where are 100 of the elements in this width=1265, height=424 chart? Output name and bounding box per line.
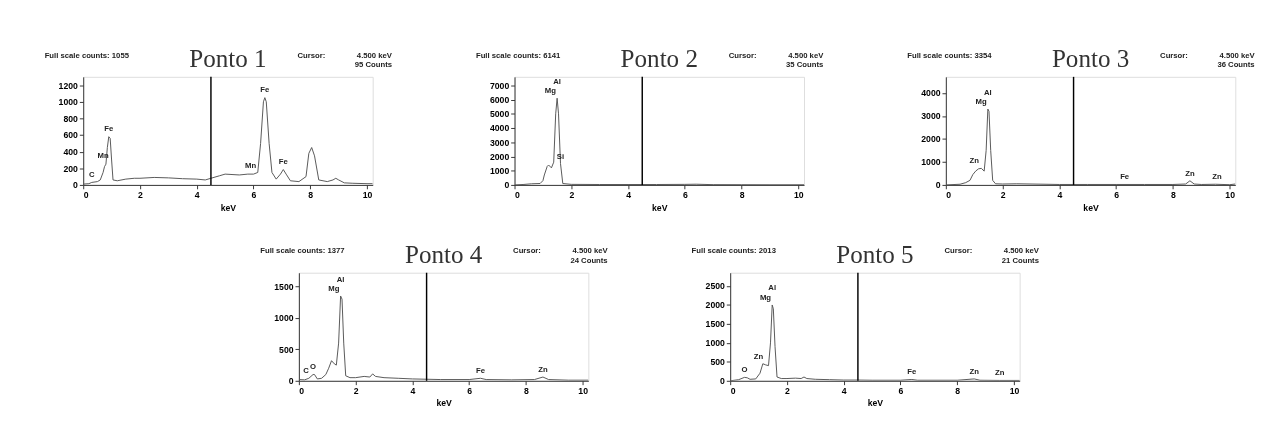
text: Full scale counts: 1055 — [44, 50, 130, 60]
x-tick-label: 8 — [739, 189, 745, 200]
chart-title: Ponto 1 — [189, 45, 267, 73]
y-tick-label: 6000 — [489, 94, 510, 105]
text: 95 Counts — [354, 60, 392, 70]
y-tick-label: 1000 — [705, 338, 726, 349]
x-tick-label: 4 — [194, 189, 200, 200]
text: Cursor: — [1160, 50, 1188, 60]
x-tick-label: 2 — [1000, 189, 1006, 200]
y-tick-label: 600 — [63, 130, 79, 141]
x-tick-label: 10 — [1225, 189, 1236, 200]
annotation: Zn — [969, 366, 980, 376]
y-tick-label: 0 — [935, 180, 941, 191]
text: 4.500 keV — [1003, 246, 1040, 256]
x-tick-label: 8 — [1170, 189, 1176, 200]
y-tick-label: 2000 — [489, 151, 510, 162]
y-tick-label: 1000 — [921, 157, 941, 168]
x-tick-label: 2 — [138, 189, 144, 200]
annotation: Al — [984, 87, 992, 97]
annotation: Fe — [476, 365, 486, 375]
annotation: Fe — [278, 157, 289, 167]
x-tick-label: 10 — [1009, 385, 1020, 396]
y-tick-label: 500 — [279, 344, 294, 355]
annotation: Al — [553, 76, 561, 86]
y-tick-label: 1200 — [58, 80, 79, 91]
y-tick-label: 400 — [63, 147, 79, 158]
annotation: C — [303, 366, 310, 376]
x-tick-label: 0 — [946, 189, 952, 200]
annotation: Zn — [1212, 172, 1222, 182]
text: 35 Counts — [786, 60, 824, 70]
annotation: Si — [556, 151, 565, 161]
annotation: Al — [768, 283, 777, 293]
chart-title: Ponto 4 — [404, 241, 483, 269]
text: Full scale counts: 1377 — [260, 246, 345, 256]
y-tick-label: 500 — [710, 357, 726, 368]
annotation: Fe — [907, 367, 918, 377]
x-axis-title: keV — [436, 398, 453, 409]
y-tick-label: 3000 — [489, 137, 510, 148]
x-tick-label: 10 — [793, 189, 804, 200]
text: Cursor: — [728, 50, 757, 60]
annotation: Zn — [969, 155, 980, 165]
annotation: Al — [336, 274, 345, 284]
annotation: Zn — [538, 364, 548, 374]
y-tick-label: 200 — [63, 163, 79, 174]
annotation: Zn — [753, 351, 764, 361]
x-tick-label: 2 — [569, 189, 575, 200]
x-tick-label: 6 — [898, 385, 904, 396]
annotation: O — [741, 365, 748, 375]
y-tick-label: 2000 — [705, 300, 726, 311]
x-tick-label: 0 — [83, 189, 89, 200]
y-tick-label: 3000 — [921, 111, 941, 122]
annotation: Mg — [328, 284, 340, 294]
y-tick-label: 0 — [720, 376, 726, 387]
y-tick-label: 800 — [63, 113, 79, 124]
x-tick-label: 8 — [955, 385, 961, 396]
annotation: Mg — [544, 86, 557, 96]
annotation: C — [88, 169, 95, 179]
text: 4.500 keV — [1219, 50, 1256, 60]
y-tick-label: 4000 — [489, 123, 510, 134]
x-tick-label: 6 — [251, 189, 257, 200]
annotation: Fe — [104, 124, 114, 134]
y-tick-label: 1000 — [58, 97, 79, 108]
chart-title: Ponto 2 — [620, 45, 698, 73]
y-tick-label: 0 — [73, 180, 79, 191]
y-tick-label: 1500 — [705, 319, 726, 330]
annotation: Mn — [245, 161, 257, 171]
x-tick-label: 6 — [467, 385, 473, 396]
x-axis-title: keV — [867, 398, 884, 409]
text: 4.500 keV — [572, 246, 609, 256]
x-tick-label: 10 — [362, 189, 373, 200]
text: 4.500 keV — [356, 50, 393, 60]
x-tick-label: 4 — [410, 385, 416, 396]
x-tick-label: 0 — [730, 385, 736, 396]
x-tick-label: 4 — [1057, 189, 1063, 200]
chart-title: Ponto 3 — [1051, 45, 1130, 73]
x-tick-label: 10 — [578, 385, 589, 396]
text: Full scale counts: 2013 — [691, 246, 776, 256]
text: 21 Counts — [1001, 256, 1039, 266]
y-tick-label: 1500 — [274, 281, 294, 292]
annotation: Fe — [1120, 172, 1130, 182]
y-tick-label: 5000 — [489, 109, 510, 120]
annotation: Zn — [995, 368, 1005, 378]
y-tick-label: 1000 — [489, 166, 510, 177]
y-tick-label: 1000 — [274, 313, 294, 324]
x-tick-label: 2 — [353, 385, 359, 396]
text: Full scale counts: 6141 — [475, 50, 561, 60]
x-axis-title: keV — [652, 202, 668, 213]
annotation: Mg — [975, 97, 987, 107]
y-tick-label: 0 — [504, 180, 510, 191]
annotation: Mg — [759, 293, 772, 303]
x-tick-label: 0 — [299, 385, 305, 396]
text: 4.500 keV — [788, 50, 825, 60]
y-tick-label: 0 — [288, 376, 294, 387]
annotation: Fe — [260, 84, 271, 94]
annotation: Mn — [97, 151, 109, 161]
y-tick-label: 4000 — [921, 88, 941, 99]
text: 36 Counts — [1217, 60, 1255, 70]
annotation: Zn — [1185, 168, 1195, 178]
annotation: O — [310, 362, 317, 372]
x-axis-title: keV — [220, 202, 237, 213]
